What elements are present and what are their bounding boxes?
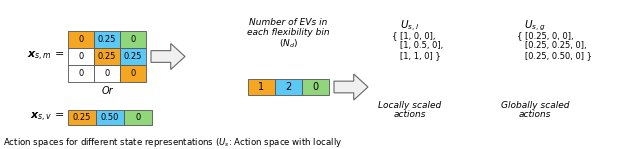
Bar [68,48,94,65]
Text: 0: 0 [78,35,84,44]
Bar [124,110,152,125]
Text: [1, 0.5, 0],: [1, 0.5, 0], [392,41,444,50]
Text: $U_{s,g}$: $U_{s,g}$ [524,19,546,33]
Bar [68,31,94,48]
Bar [120,31,146,48]
Text: 0: 0 [104,69,109,78]
Text: $\boldsymbol{x}_{s,v}$ =: $\boldsymbol{x}_{s,v}$ = [29,110,64,124]
Bar [96,110,124,125]
Text: 0: 0 [131,69,136,78]
Text: Action spaces for different state representations ($U_s$: Action space with loca: Action spaces for different state repres… [3,136,342,149]
Text: actions: actions [519,110,551,119]
Text: $U_{s,l}$: $U_{s,l}$ [401,19,420,34]
Bar [94,65,120,82]
Text: 0.25: 0.25 [124,52,142,61]
Text: 2: 2 [285,82,292,92]
Bar [68,65,94,82]
Bar [302,79,329,95]
Bar [94,48,120,65]
Text: [0.25, 0.50, 0] }: [0.25, 0.50, 0] } [517,51,592,60]
Text: Globally scaled: Globally scaled [500,101,569,110]
Text: 1: 1 [259,82,264,92]
Text: [1, 1, 0] }: [1, 1, 0] } [392,51,441,60]
Text: Or: Or [101,86,113,96]
Text: 0.50: 0.50 [101,112,119,121]
Text: 0.25: 0.25 [73,112,91,121]
Text: $\boldsymbol{x}_{s,m}$ =: $\boldsymbol{x}_{s,m}$ = [27,50,64,63]
Bar [248,79,275,95]
Bar [94,31,120,48]
Polygon shape [334,74,368,100]
Text: 0.25: 0.25 [98,35,116,44]
Text: actions: actions [394,110,426,119]
Text: 0: 0 [312,82,319,92]
Text: $(N_d)$: $(N_d)$ [279,38,298,51]
Text: [0.25, 0.25, 0],: [0.25, 0.25, 0], [517,41,587,50]
Text: 0: 0 [131,35,136,44]
Bar [68,110,96,125]
Text: each flexibility bin: each flexibility bin [247,28,330,37]
Bar [275,79,302,95]
Text: 0: 0 [78,52,84,61]
Text: 0: 0 [78,69,84,78]
Polygon shape [151,44,185,69]
Text: { [0.25, 0, 0],: { [0.25, 0, 0], [517,31,573,40]
Text: { [1, 0, 0],: { [1, 0, 0], [392,31,435,40]
Bar [120,48,146,65]
Bar [120,65,146,82]
Text: Number of EVs in: Number of EVs in [250,18,328,27]
Text: Locally scaled: Locally scaled [378,101,442,110]
Text: 0.25: 0.25 [98,52,116,61]
Text: 0: 0 [136,112,141,121]
